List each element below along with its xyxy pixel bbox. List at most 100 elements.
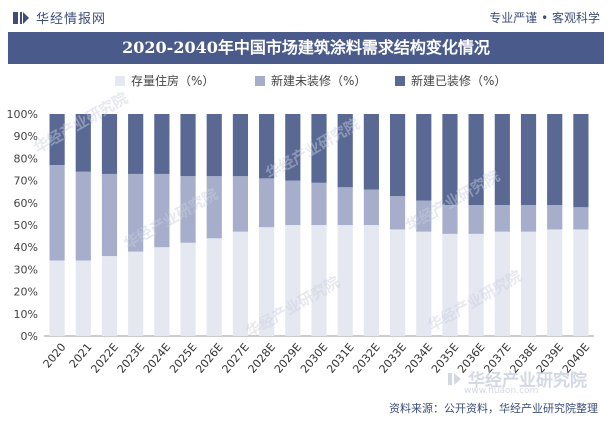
bar-segment (547, 205, 563, 230)
legend-label: 新建已装修（%） (411, 73, 506, 88)
legend-label: 存量住房（%） (131, 73, 214, 88)
bar-segment (442, 205, 458, 234)
x-tick-label: 2023E (115, 341, 147, 376)
bar-segment (442, 233, 458, 336)
brand: 华经情报网 (12, 8, 106, 27)
bar-segment (573, 229, 589, 336)
y-tick-label: 90% (14, 130, 38, 143)
bar-segment (259, 227, 275, 336)
x-tick-label: 2027E (219, 341, 251, 376)
bar-segment (363, 225, 379, 336)
brand-name: 华经情报网 (36, 12, 107, 27)
y-tick-label: 40% (14, 241, 38, 254)
x-tick-label: 2026E (193, 341, 225, 376)
bar-segment (206, 114, 222, 177)
bar-segment (49, 260, 65, 336)
x-tick-label: 2032E (350, 341, 382, 376)
y-tick-label: 70% (14, 175, 38, 188)
y-tick-label: 80% (14, 152, 38, 165)
bar-segment (180, 176, 196, 243)
bar-segment (311, 182, 327, 225)
watermark-url: www.huaon.com (464, 386, 539, 396)
y-tick-label: 60% (14, 197, 38, 210)
bar-segment (128, 251, 144, 336)
bar-segment (573, 114, 589, 208)
bar-segment (494, 231, 510, 336)
x-tick-label: 2028E (246, 341, 278, 376)
bar-segment (206, 238, 222, 336)
x-tick-label: 2034E (403, 341, 435, 376)
x-tick-label: 2020 (41, 341, 69, 371)
legend-label: 新建未装修（%） (271, 73, 366, 88)
bar-segment (311, 114, 327, 183)
bar-segment (573, 207, 589, 230)
brand-logo-icon (13, 11, 29, 24)
bar-segment (154, 173, 170, 248)
bar-segment (520, 231, 537, 336)
bar-segment (285, 114, 301, 181)
chart-title: 2020-2040年中国市场建筑涂料需求结构变化情况 (122, 38, 490, 57)
bar-segment (520, 205, 537, 232)
bar-segment (75, 260, 91, 336)
legend-swatch (255, 76, 265, 86)
bar-segment (494, 205, 510, 232)
y-tick-label: 0% (21, 330, 38, 343)
legend-swatch (395, 76, 405, 86)
bar-segment (128, 114, 144, 174)
bar-segment (206, 176, 222, 239)
bar-segment (259, 178, 275, 228)
bar-segment (128, 173, 144, 252)
x-tick-label: 2029E (272, 341, 304, 376)
bar-segment (232, 176, 249, 232)
stacked-bar-chart: 存量住房（%） 新建未装修（%） 新建已装修（%） 0% 10% 20% 30% 40% 50%… (7, 73, 594, 376)
bar-segment (389, 196, 406, 230)
y-tick-label: 100% (7, 108, 38, 121)
bar-segment (101, 256, 118, 336)
slogan: 专业严谨 • 客观科学 (489, 11, 600, 25)
y-tick-label: 50% (14, 219, 38, 232)
bar-segment (101, 114, 118, 174)
bar-segment (285, 225, 301, 336)
bar-segment (232, 114, 249, 177)
bar-segment (363, 114, 379, 190)
watermark-logo: 华经产业研究院 www.huaon.com (448, 366, 587, 396)
bar-segment (547, 229, 563, 336)
x-tick-label: 2022E (88, 341, 120, 376)
bar-segment (180, 242, 196, 336)
x-tick-label: 2031E (324, 341, 356, 376)
bar-segment (468, 233, 484, 336)
bar-segment (180, 114, 196, 177)
bar-segment (75, 114, 91, 172)
title-bar: 2020-2040年中国市场建筑涂料需求结构变化情况 (8, 32, 604, 64)
bar-segment (259, 114, 275, 179)
bar-segment (494, 114, 510, 206)
bar-segment (285, 180, 301, 225)
bar-segment (337, 187, 353, 225)
bar-segment (416, 114, 432, 201)
bar-segment (389, 229, 406, 336)
x-tick-label: 2025E (167, 341, 199, 376)
bar-segment (442, 114, 458, 206)
x-tick-label: 2024E (141, 341, 173, 376)
bar-segment (468, 205, 484, 234)
bar-segment (232, 231, 249, 336)
y-tick-label: 20% (14, 286, 38, 299)
y-tick-label: 10% (14, 308, 38, 321)
bar-segment (468, 114, 484, 206)
bar-segment (101, 173, 118, 257)
bar-segment (49, 114, 65, 166)
bar-segment (416, 231, 432, 336)
bar-segment (311, 225, 327, 336)
x-tick-label: 2033E (377, 341, 409, 376)
watermark-logo-icon (448, 372, 461, 385)
y-tick-label: 30% (14, 263, 38, 276)
bar-segment (416, 200, 432, 232)
bar-segment (520, 114, 537, 206)
x-tick-label: 2030E (298, 341, 330, 376)
legend-swatch (115, 76, 125, 86)
bar-segment (363, 189, 379, 225)
top-bar: 华经情报网 专业严谨 • 客观科学 (0, 0, 612, 34)
bar-segment (75, 171, 91, 261)
bar-segment (389, 114, 406, 197)
source-note: 资料来源：公开资料，华经产业研究院整理 (389, 402, 598, 415)
